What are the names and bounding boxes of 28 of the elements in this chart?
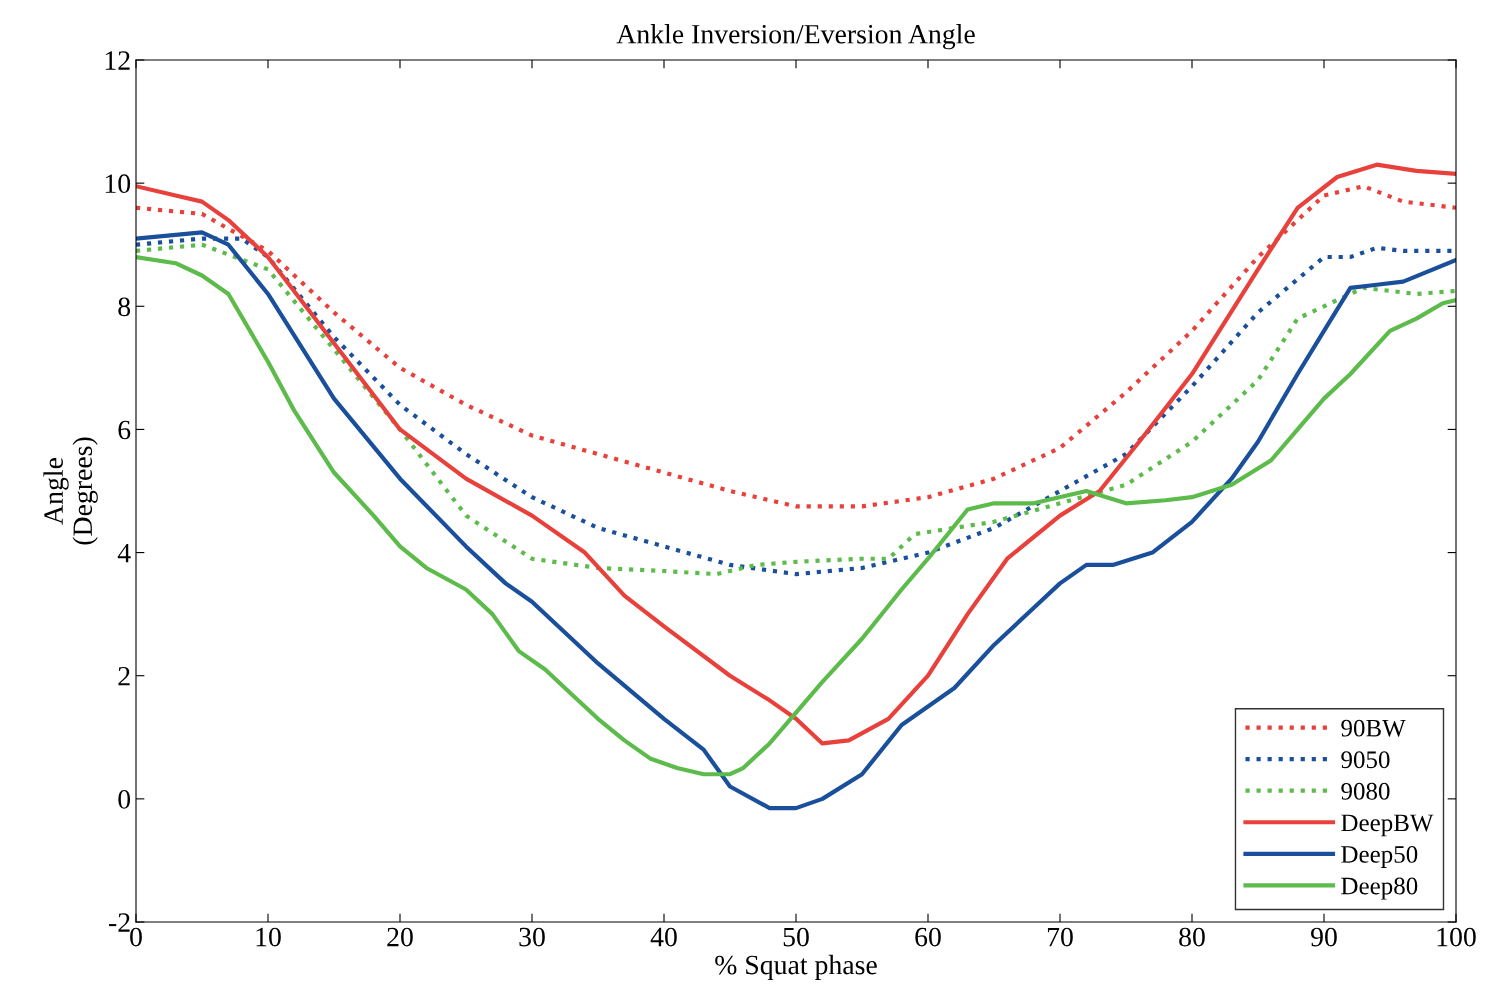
y-tick-label: 12: [105, 51, 130, 70]
line-series: [136, 162, 1456, 746]
y-tick-label: 0: [118, 790, 131, 809]
x-axis-title: % Squat phase: [715, 954, 877, 981]
y-tick-label: 10: [105, 174, 131, 194]
x-tick-label: 70: [1047, 927, 1073, 947]
x-tick-label: 30: [519, 927, 545, 947]
y-tick-label: 2: [118, 666, 130, 686]
x-tick-label: 50: [783, 927, 809, 947]
y-tick-label: 6: [118, 420, 131, 440]
legend-label: 9080: [1341, 782, 1390, 800]
x-tick-label: 10: [256, 927, 281, 947]
legend-label: 9050: [1341, 751, 1390, 769]
legend-label: Deep80: [1341, 877, 1418, 900]
legend-label: DeepBW: [1341, 814, 1434, 837]
x-tick-label: 40: [650, 927, 677, 947]
x-tick-label: 60: [915, 927, 941, 947]
chart-title: Ankle Inversion/Eversion Angle: [616, 24, 975, 50]
y-tick-label: 8: [118, 297, 131, 317]
x-tick-label: 100: [1437, 927, 1476, 947]
legend-label: 90BW: [1341, 719, 1406, 737]
y-tick-label: -2: [109, 913, 130, 932]
x-tick-label: 90: [1311, 927, 1337, 947]
x-tick-label: 20: [387, 927, 413, 947]
legend-label: Deep50: [1341, 845, 1418, 868]
y-tick-label: 4: [117, 543, 131, 563]
y-axis-title: Angle (Degrees): [43, 437, 98, 545]
x-tick-label: 80: [1179, 927, 1205, 947]
